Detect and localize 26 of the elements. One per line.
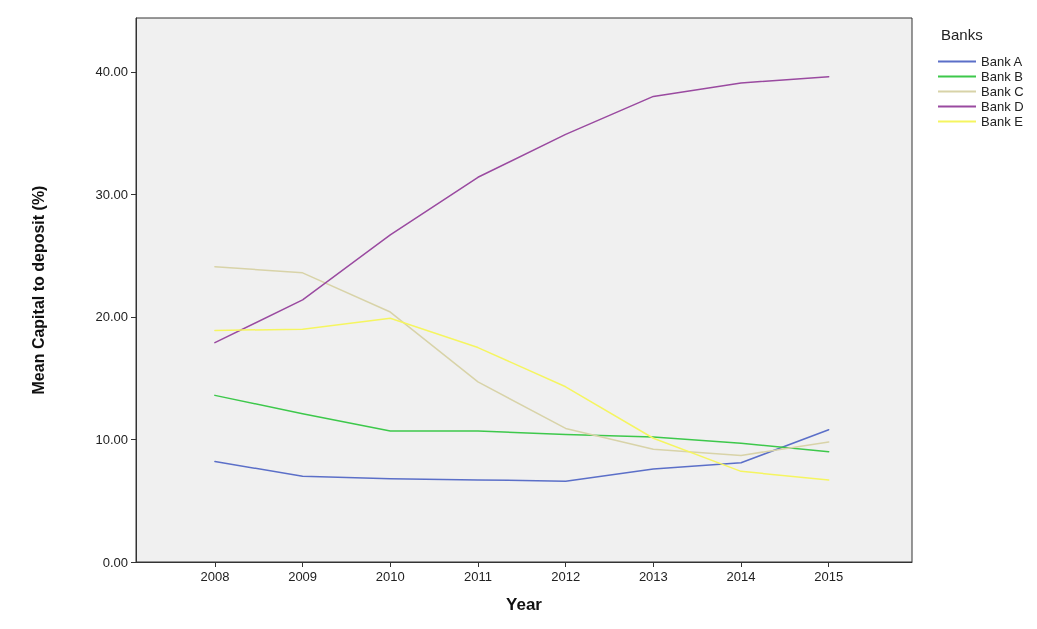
y-tick-label: 0.00 bbox=[102, 554, 128, 570]
y-tick-label: 40.00 bbox=[95, 64, 128, 80]
x-axis-title: Year bbox=[506, 595, 543, 614]
x-tick-label: 2013 bbox=[638, 569, 668, 584]
x-tick-label: 2010 bbox=[375, 569, 405, 584]
legend-label: Bank C bbox=[981, 84, 1024, 99]
x-tick-label: 2014 bbox=[726, 569, 756, 584]
line-series bbox=[214, 265, 830, 457]
x-tick-label: 2011 bbox=[463, 569, 492, 584]
y-tick-label: 30.00 bbox=[95, 186, 128, 202]
legend-title: Banks bbox=[941, 26, 983, 43]
y-axis-title: Mean Capital to deposit (%) bbox=[29, 185, 47, 395]
x-tick-label: 2008 bbox=[200, 569, 230, 584]
line-series bbox=[214, 317, 830, 481]
line-series bbox=[214, 76, 830, 344]
x-tick-label: 2009 bbox=[288, 569, 318, 584]
legend-label: Bank B bbox=[981, 69, 1023, 84]
x-tick-label: 2012 bbox=[551, 569, 581, 584]
line-series bbox=[214, 428, 830, 482]
y-tick-label: 20.00 bbox=[95, 309, 128, 325]
y-tick-label: 10.00 bbox=[95, 431, 128, 447]
legend-label: Bank A bbox=[981, 54, 1023, 69]
line-series bbox=[214, 394, 830, 453]
legend-label: Bank E bbox=[981, 114, 1024, 129]
x-tick-label: 2015 bbox=[814, 569, 844, 584]
legend-label: Bank D bbox=[981, 99, 1024, 114]
